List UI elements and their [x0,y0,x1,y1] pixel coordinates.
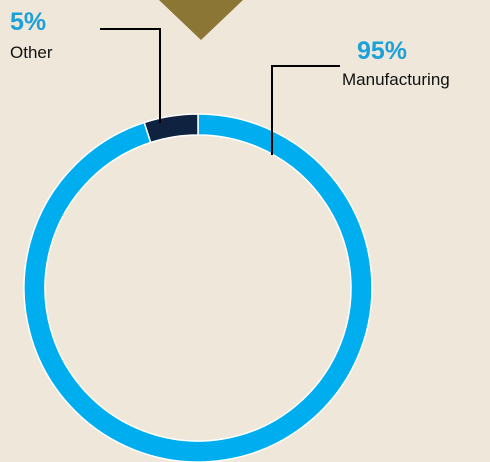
leader-line-manufacturing [271,65,340,155]
slice-other [143,113,199,144]
accent-marker [159,0,243,40]
percent-label-other: 5% [10,8,46,36]
category-label-manufacturing: Manufacturing [342,70,450,89]
slice-manufacturing [23,113,373,462]
leader-line-other [100,28,161,123]
percent-label-manufacturing: 95% [357,37,407,65]
category-label-other: Other [10,43,53,62]
